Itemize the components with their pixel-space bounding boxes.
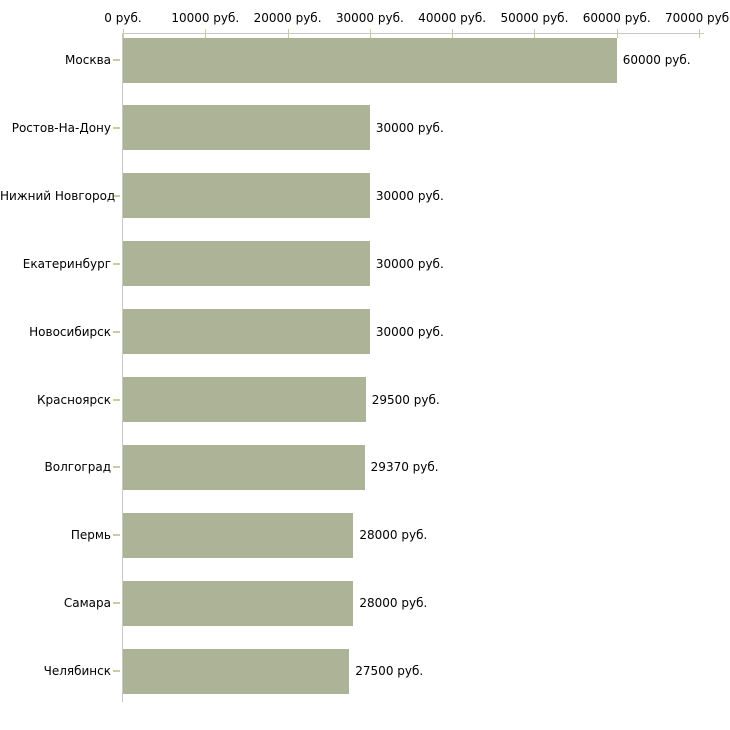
- value-label: 29500 руб.: [371, 392, 440, 407]
- category-label: Самара: [63, 596, 111, 611]
- category-label: Красноярск: [37, 392, 111, 407]
- value-label: 30000 руб.: [375, 120, 444, 135]
- value-label: 60000 руб.: [622, 53, 691, 67]
- value-label: 30000 руб.: [375, 324, 444, 339]
- bar: [123, 173, 370, 219]
- bar: [123, 37, 617, 83]
- x-axis-tick-label: 0 руб.: [104, 11, 142, 25]
- y-axis-tick: [113, 398, 120, 401]
- x-axis-tick: [616, 29, 618, 38]
- y-axis-line: [122, 33, 123, 702]
- category-label: Нижний Новгород: [0, 188, 116, 203]
- value-label: 27500 руб.: [355, 664, 424, 679]
- x-axis-tick-label: 70000 руб.: [665, 11, 730, 25]
- value-label: 30000 руб.: [375, 188, 444, 203]
- bar: [123, 444, 365, 490]
- category-label: Новосибирск: [29, 324, 111, 339]
- bar: [123, 309, 370, 355]
- bar: [123, 105, 370, 151]
- x-axis-tick-label: 50000 руб.: [500, 11, 569, 25]
- value-label: 29370 руб.: [370, 460, 439, 475]
- y-axis-tick: [113, 534, 120, 537]
- bar: [123, 377, 366, 422]
- y-axis-tick: [113, 602, 120, 605]
- y-axis-tick: [113, 466, 120, 469]
- category-label: Челябинск: [43, 664, 111, 679]
- value-label: 28000 руб.: [359, 528, 428, 543]
- bar: [123, 512, 354, 558]
- category-label: Пермь: [70, 528, 111, 543]
- x-axis-tick: [205, 29, 207, 38]
- value-label: 30000 руб.: [375, 256, 444, 271]
- category-label: Ростов-На-Дону: [11, 120, 111, 135]
- x-axis-tick: [699, 29, 700, 38]
- y-axis-tick: [113, 126, 120, 129]
- x-axis-tick: [123, 29, 124, 38]
- category-label: Екатеринбург: [22, 256, 111, 271]
- x-axis-tick-label: 60000 руб.: [582, 11, 651, 25]
- category-label: Москва: [65, 53, 111, 67]
- x-axis-tick: [452, 29, 454, 38]
- y-axis-tick: [113, 59, 120, 61]
- x-axis-tick-label: 10000 руб.: [171, 11, 240, 25]
- bar: [123, 241, 370, 287]
- bar: [123, 648, 350, 694]
- y-axis-tick: [113, 330, 120, 333]
- x-axis-tick-label: 40000 руб.: [418, 11, 487, 25]
- x-axis-tick: [287, 29, 289, 38]
- y-axis-tick: [113, 262, 120, 265]
- y-axis-tick: [113, 670, 120, 673]
- x-axis-tick: [534, 29, 536, 38]
- bar: [123, 580, 354, 626]
- y-axis-tick: [113, 194, 120, 197]
- x-axis-tick-label: 20000 руб.: [253, 11, 322, 25]
- value-label: 28000 руб.: [359, 596, 428, 611]
- x-axis-tick: [369, 29, 371, 38]
- x-axis-tick-label: 30000 руб.: [335, 11, 404, 25]
- x-axis-line: [122, 33, 704, 34]
- category-label: Волгоград: [44, 460, 111, 475]
